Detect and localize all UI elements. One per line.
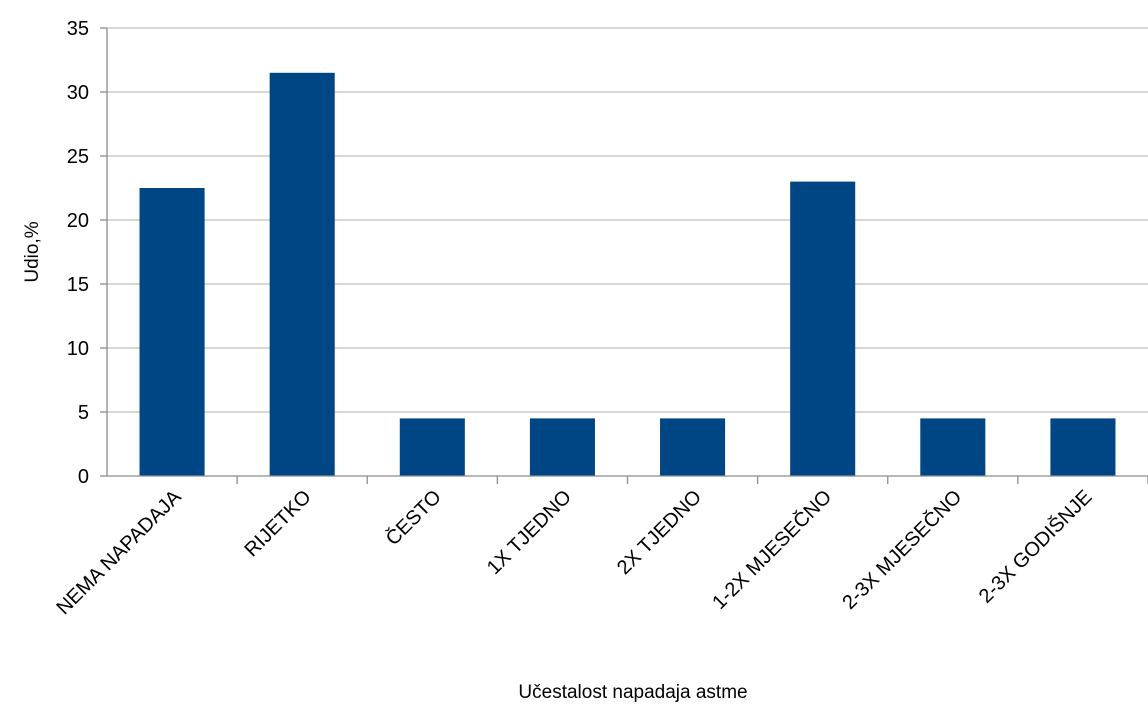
y-tick-label: 35 <box>67 18 89 40</box>
bar <box>529 418 595 476</box>
bar <box>139 188 205 476</box>
gridlines <box>107 27 1148 413</box>
x-tick-label: NEMA NAPADAJA <box>52 486 186 620</box>
y-tick-label: 10 <box>67 338 89 360</box>
bars <box>139 72 1116 477</box>
y-tick-label: 20 <box>67 210 89 232</box>
x-axis-title: Učestalost napadaja astme <box>518 682 747 703</box>
bar <box>660 418 726 476</box>
x-tick-label: 2-3X MJESEČNO <box>838 485 967 614</box>
bar <box>269 72 335 477</box>
bar <box>399 418 465 476</box>
x-tick-labels: NEMA NAPADAJA RIJETKO ČESTO 1X TJEDNO 2X TJE… <box>52 485 1096 619</box>
x-tick-label: ČESTO <box>381 485 446 550</box>
bar <box>920 418 986 476</box>
y-tick-label: 15 <box>67 274 89 296</box>
y-tick-label: 0 <box>78 466 89 488</box>
bar <box>790 181 856 476</box>
x-tick-label: RIJETKO <box>240 486 315 561</box>
x-tick-label: 2-3X GODIŠNJE <box>974 485 1096 607</box>
y-tick-label: 5 <box>78 402 89 424</box>
x-tick-label: 1X TJEDNO <box>483 486 576 579</box>
axes <box>100 27 1148 484</box>
y-tick-label: 25 <box>67 146 89 168</box>
bar <box>1050 418 1116 476</box>
x-tick-label: 1-2X MJESEČNO <box>708 485 837 614</box>
y-tick-labels: 0 5 10 15 20 25 30 35 <box>67 18 89 488</box>
y-axis-title: Udio,% <box>22 221 43 282</box>
x-tick-label: 2X TJEDNO <box>613 486 706 579</box>
y-tick-label: 30 <box>67 82 89 104</box>
